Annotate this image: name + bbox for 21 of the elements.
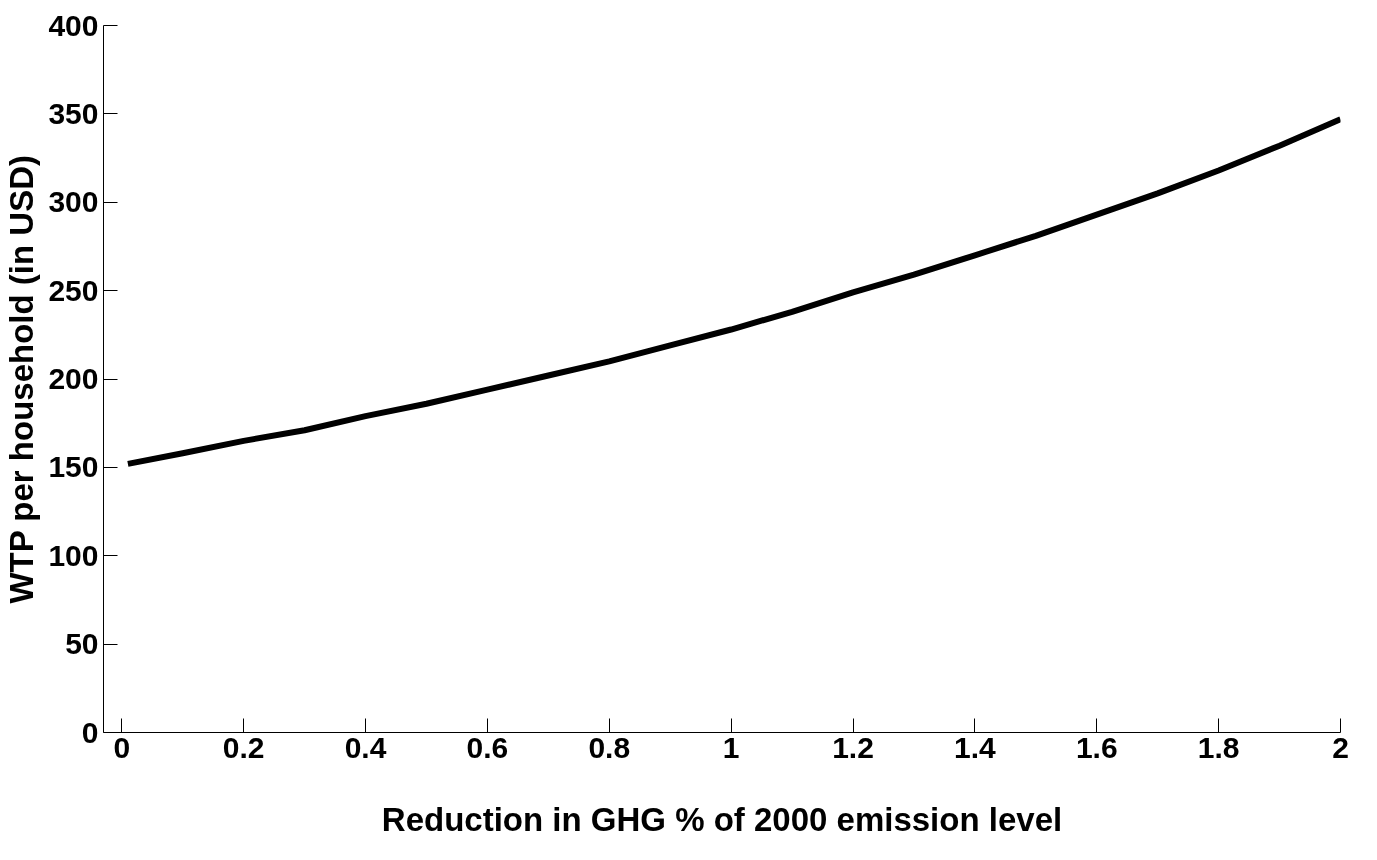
x-axis-title: Reduction in GHG % of 2000 emission level [381, 800, 1063, 838]
x-tick-label: 1.2 [832, 730, 874, 764]
y-tick-label: 400 [48, 8, 99, 42]
y-tick-label: 200 [48, 362, 99, 395]
x-tick-label: 0.2 [222, 730, 265, 764]
x-tick-label: 0.4 [344, 730, 387, 764]
y-tick-label: 300 [48, 185, 99, 219]
y-tick-label: 100 [48, 538, 99, 572]
x-tick-label: 1 [722, 730, 740, 764]
x-tick-label: 2 [1332, 730, 1349, 764]
x-tick-label: 1.8 [1197, 730, 1240, 764]
x-tick-label: 0.8 [588, 730, 631, 764]
x-tick-label: 0.6 [466, 730, 509, 764]
y-tick-label: 150 [48, 450, 99, 484]
y-tick-label: 50 [65, 627, 99, 661]
y-tick-label: 350 [48, 96, 99, 130]
y-tick-label: 250 [48, 273, 99, 307]
y-axis-title: WTP per household (in USD) [3, 155, 41, 604]
x-tick-label: 0 [113, 730, 131, 764]
x-tick-label: 1.6 [1075, 730, 1118, 764]
x-tick-label: 1.4 [954, 730, 997, 764]
